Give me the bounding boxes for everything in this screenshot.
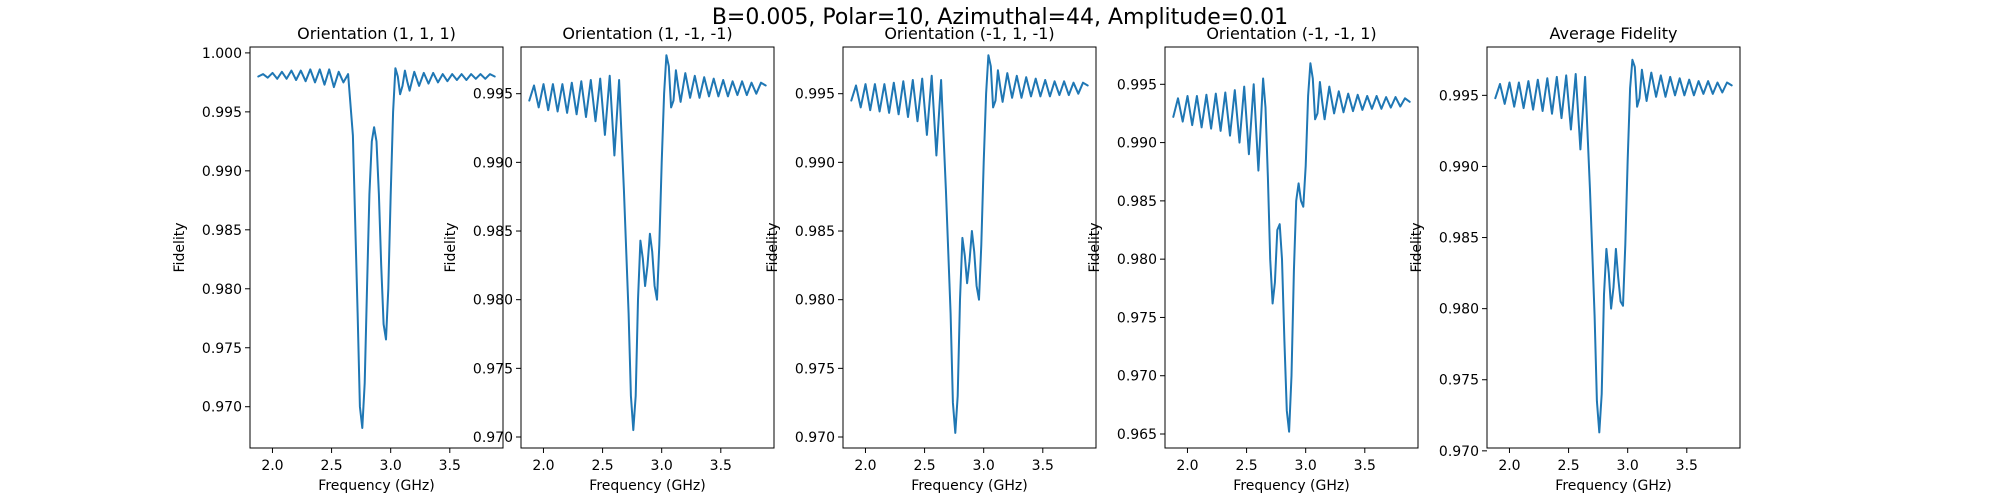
y-axis-label: Fidelity	[172, 223, 188, 273]
x-axis-label: Frequency (GHz)	[589, 478, 705, 494]
x-tick-label: 3.0	[1295, 458, 1317, 474]
y-tick-label: 0.990	[1439, 159, 1479, 175]
y-tick-label: 0.985	[202, 223, 242, 239]
x-tick-label: 2.0	[1498, 458, 1520, 474]
subplot-title: Orientation (-1, 1, -1)	[884, 24, 1054, 43]
x-tick-label: 3.5	[710, 458, 732, 474]
series-line	[1172, 62, 1411, 433]
y-tick-label: 0.995	[473, 87, 513, 103]
y-tick-label: 0.975	[202, 341, 242, 357]
y-tick-label: 0.985	[473, 224, 513, 240]
figure-suptitle: B=0.005, Polar=10, Azimuthal=44, Amplitu…	[711, 5, 1289, 30]
y-tick-label: 0.980	[473, 293, 513, 309]
y-tick-label: 0.995	[795, 87, 835, 103]
y-tick-label: 0.975	[1439, 373, 1479, 389]
y-axis-label: Fidelity	[765, 223, 781, 273]
y-tick-label: 0.990	[473, 155, 513, 171]
axes-frame	[842, 46, 1097, 449]
subplot-title: Orientation (1, -1, -1)	[562, 24, 732, 43]
x-tick-label: 3.0	[973, 458, 995, 474]
x-tick-label: 3.0	[380, 458, 402, 474]
x-tick-label: 2.5	[913, 458, 935, 474]
y-tick-label: 0.990	[202, 164, 242, 180]
y-tick-label: 0.985	[1117, 194, 1157, 210]
series-line	[528, 54, 767, 432]
y-axis-label: Fidelity	[443, 223, 459, 273]
y-tick-label: 0.980	[202, 282, 242, 298]
y-tick-label: 0.995	[202, 105, 242, 121]
x-tick-label: 3.5	[1354, 458, 1376, 474]
x-axis-label: Frequency (GHz)	[318, 478, 434, 494]
y-tick-label: 0.980	[1117, 252, 1157, 268]
y-tick-label: 0.975	[795, 361, 835, 377]
x-axis-label: Frequency (GHz)	[911, 478, 1027, 494]
y-axis-label: Fidelity	[1087, 223, 1103, 273]
subplot-title: Orientation (1, 1, 1)	[297, 24, 456, 43]
x-tick-label: 2.5	[1557, 458, 1579, 474]
x-axis-label: Frequency (GHz)	[1233, 478, 1349, 494]
y-tick-label: 0.975	[1117, 310, 1157, 326]
x-tick-label: 2.5	[591, 458, 613, 474]
x-axis-label: Frequency (GHz)	[1555, 478, 1671, 494]
x-tick-label: 2.0	[532, 458, 554, 474]
x-tick-label: 2.5	[1235, 458, 1257, 474]
y-tick-label: 0.980	[1439, 302, 1479, 318]
subplot-2: 2.0 2.5 3.0 3.5 0.970 0.975 0.980 0.985 0.990 0.9…	[443, 24, 775, 494]
y-tick-label: 0.970	[202, 400, 242, 416]
subplot-4: 2.0 2.5 3.0 3.5 0.965 0.970 0.975 0.980 0.985 0.9…	[1087, 24, 1419, 494]
x-tick-label: 3.5	[1676, 458, 1698, 474]
series-line	[1494, 58, 1733, 434]
x-tick-label: 2.5	[320, 458, 342, 474]
y-tick-label: 0.970	[473, 430, 513, 446]
y-tick-label: 0.970	[795, 430, 835, 446]
x-tick-label: 3.5	[439, 458, 461, 474]
x-tick-label: 3.0	[651, 458, 673, 474]
y-tick-label: 0.990	[1117, 136, 1157, 152]
subplot-1: 2.0 2.5 3.0 3.5 0.970 0.975 0.980 0.985 0.990 0.9…	[172, 24, 504, 494]
subplot-title: Average Fidelity	[1550, 24, 1678, 43]
y-tick-label: 0.995	[1439, 88, 1479, 104]
y-tick-label: 0.990	[795, 155, 835, 171]
y-tick-label: 1.000	[202, 46, 242, 62]
y-tick-label: 0.985	[1439, 231, 1479, 247]
y-tick-label: 0.970	[1439, 444, 1479, 460]
y-axis-label: Fidelity	[1409, 223, 1425, 273]
x-tick-label: 2.0	[261, 458, 283, 474]
axes-frame	[1486, 46, 1741, 449]
x-tick-label: 3.0	[1617, 458, 1639, 474]
subplot-3: 2.0 2.5 3.0 3.5 0.970 0.975 0.980 0.985 0.990 0.9…	[765, 24, 1097, 494]
y-tick-label: 0.965	[1117, 427, 1157, 443]
series-line	[257, 67, 496, 429]
subplot-5: 2.0 2.5 3.0 3.5 0.970 0.975 0.980 0.985 0.990 0.9…	[1409, 24, 1741, 494]
axes-frame	[249, 46, 504, 449]
subplot-title: Orientation (-1, -1, 1)	[1206, 24, 1376, 43]
series-line	[850, 54, 1089, 434]
axes-frame	[520, 46, 775, 449]
x-tick-label: 3.5	[1032, 458, 1054, 474]
axes-frame	[1164, 46, 1419, 449]
y-tick-label: 0.970	[1117, 369, 1157, 385]
y-tick-label: 0.975	[473, 361, 513, 377]
y-tick-label: 0.985	[795, 224, 835, 240]
x-tick-label: 2.0	[1176, 458, 1198, 474]
y-tick-label: 0.995	[1117, 77, 1157, 93]
y-tick-label: 0.980	[795, 293, 835, 309]
x-tick-label: 2.0	[854, 458, 876, 474]
